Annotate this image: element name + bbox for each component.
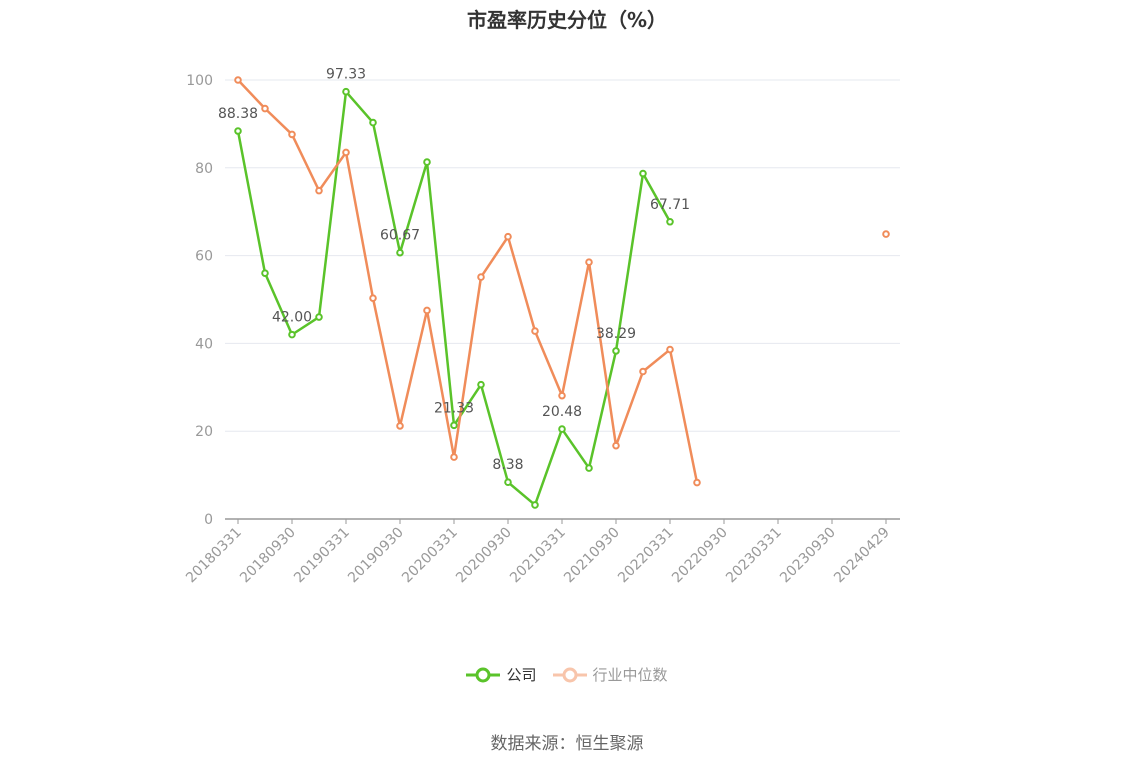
data-point [423, 306, 431, 315]
y-tick-label: 80 [195, 161, 213, 177]
series-0 [234, 87, 674, 509]
data-point [612, 441, 620, 450]
legend-label-industry: 行业中位数 [592, 666, 668, 684]
data-point [342, 148, 350, 157]
data-label: 97.33 [326, 67, 366, 83]
data-point [450, 453, 458, 461]
y-tick-label: 100 [186, 73, 213, 89]
data-point [558, 425, 566, 433]
data-label: 42.00 [272, 310, 312, 326]
data-point [261, 269, 269, 277]
x-tick-label: 20220331 [615, 525, 677, 587]
data-point [315, 313, 323, 321]
x-tick-label: 20220930 [669, 525, 731, 587]
data-label: 60.67 [380, 228, 420, 244]
data-point [612, 347, 620, 355]
x-tick-label: 20210331 [507, 525, 569, 587]
data-point [369, 118, 377, 127]
legend: 公司 行业中位数 [0, 664, 1134, 685]
legend-item-company[interactable]: 公司 [466, 664, 537, 685]
x-tick-label: 20240429 [831, 525, 893, 587]
data-point [477, 380, 485, 389]
data-label: 38.29 [596, 326, 636, 342]
data-point [585, 464, 593, 472]
x-tick-label: 20210930 [561, 525, 623, 587]
x-tick-label: 20230930 [777, 525, 839, 587]
data-point [369, 294, 377, 302]
data-point [639, 169, 647, 178]
data-point [477, 273, 485, 281]
data-point [423, 158, 431, 166]
x-tick-label: 20200930 [453, 525, 515, 587]
data-label: 67.71 [650, 197, 690, 213]
source-note: 数据来源：恒生聚源 [490, 734, 644, 754]
chart-title: 市盈率历史分位（%） [466, 8, 668, 32]
data-point [531, 501, 539, 509]
data-point [288, 330, 296, 339]
x-tick-label: 20180930 [237, 525, 299, 587]
data-point [342, 87, 350, 96]
series-1 [234, 76, 890, 487]
data-point [261, 104, 269, 113]
data-point [396, 422, 404, 430]
legend-item-industry[interactable]: 行业中位数 [552, 664, 668, 685]
y-tick-label: 0 [204, 512, 213, 528]
x-tick-label: 20190331 [291, 525, 353, 587]
data-label: 20.48 [542, 404, 582, 420]
data-point [639, 367, 647, 376]
legend-label-company: 公司 [506, 666, 537, 684]
series-line [236, 90, 672, 507]
data-point [396, 248, 404, 257]
x-tick-label: 20200331 [399, 525, 461, 587]
x-tick-label: 20230331 [723, 525, 785, 587]
legend-company-icon [466, 667, 501, 682]
data-point [531, 327, 539, 335]
data-point [558, 391, 566, 400]
data-point [882, 230, 890, 238]
data-point [315, 186, 323, 195]
data-point [234, 76, 242, 84]
y-tick-label: 20 [195, 424, 213, 440]
data-labels: 88.38 42.00 97.33 60.67 21.33 8.38 20.48 38.29 6… [218, 67, 690, 473]
data-label: 21.33 [434, 400, 474, 416]
data-point [504, 478, 512, 487]
data-point [288, 130, 296, 139]
data-point [666, 217, 674, 226]
data-point [504, 232, 512, 241]
data-point [585, 258, 593, 266]
x-tick-label: 20180331 [183, 525, 245, 587]
series-line [238, 80, 886, 483]
data-point [693, 478, 701, 487]
series-lines [234, 76, 890, 509]
data-point [450, 421, 458, 430]
x-tick-label: 20190930 [345, 525, 407, 587]
y-tick-label: 40 [195, 336, 213, 352]
data-label: 88.38 [218, 106, 258, 122]
legend-industry-icon [552, 667, 587, 682]
data-label: 8.38 [492, 457, 523, 473]
data-point [234, 127, 242, 135]
y-tick-label: 60 [195, 249, 213, 265]
data-point [666, 345, 674, 354]
